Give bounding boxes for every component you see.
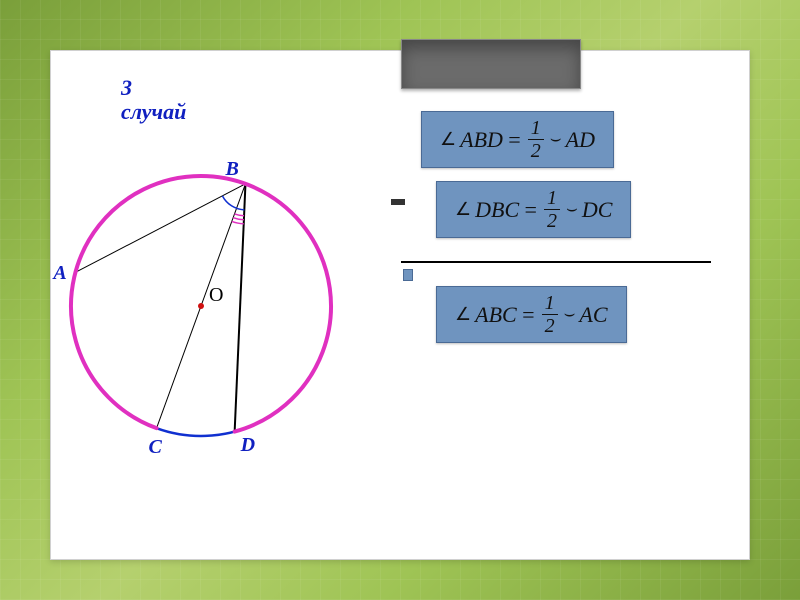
formula-box-3: ∠ ABC = 12 ⌣ AC [436, 286, 627, 343]
formula-3-rhs: AC [579, 302, 607, 328]
point-label-b: B [225, 158, 238, 181]
one-half: 12 [544, 188, 560, 231]
formula-box-1: ∠ ABD = 12 ⌣ AD [421, 111, 614, 168]
point-label-d: D [241, 434, 255, 457]
list-bullet-2 [403, 269, 413, 281]
divider-line [401, 261, 711, 263]
formula-2-lhs: DBC [475, 197, 519, 223]
slide-card: 3случай B A C D O ∠ ABD = 12 ⌣ AD ∠ DBC … [50, 50, 750, 560]
arc-symbol: ⌣ [564, 303, 576, 324]
point-label-c: C [149, 436, 162, 459]
formula-3-lhs: ABC [475, 302, 517, 328]
point-label-o: O [209, 284, 223, 307]
point-label-a: A [53, 262, 66, 285]
formula-2-rhs: DC [582, 197, 613, 223]
equals: = [507, 127, 522, 153]
formula-box-2: ∠ DBC = 12 ⌣ DC [436, 181, 631, 238]
arc-symbol: ⌣ [566, 198, 578, 219]
angle-symbol: ∠ [455, 199, 471, 220]
one-half: 12 [542, 293, 558, 336]
angle-symbol: ∠ [440, 129, 456, 150]
angle-symbol: ∠ [455, 304, 471, 325]
heading-text: 3случай [121, 75, 186, 124]
title-plate [401, 39, 581, 89]
equals: = [523, 197, 538, 223]
geometry-diagram [51, 141, 381, 481]
list-bullet-1 [391, 199, 405, 205]
formula-1-lhs: ABD [460, 127, 503, 153]
equals: = [521, 302, 536, 328]
case-heading: 3случай [121, 76, 186, 124]
formula-2: ∠ DBC = 12 ⌣ DC [455, 188, 612, 231]
one-half: 12 [528, 118, 544, 161]
formula-1-rhs: AD [566, 127, 595, 153]
formula-1: ∠ ABD = 12 ⌣ AD [440, 118, 595, 161]
formula-3: ∠ ABC = 12 ⌣ AC [455, 293, 608, 336]
arc-symbol: ⌣ [550, 128, 562, 149]
